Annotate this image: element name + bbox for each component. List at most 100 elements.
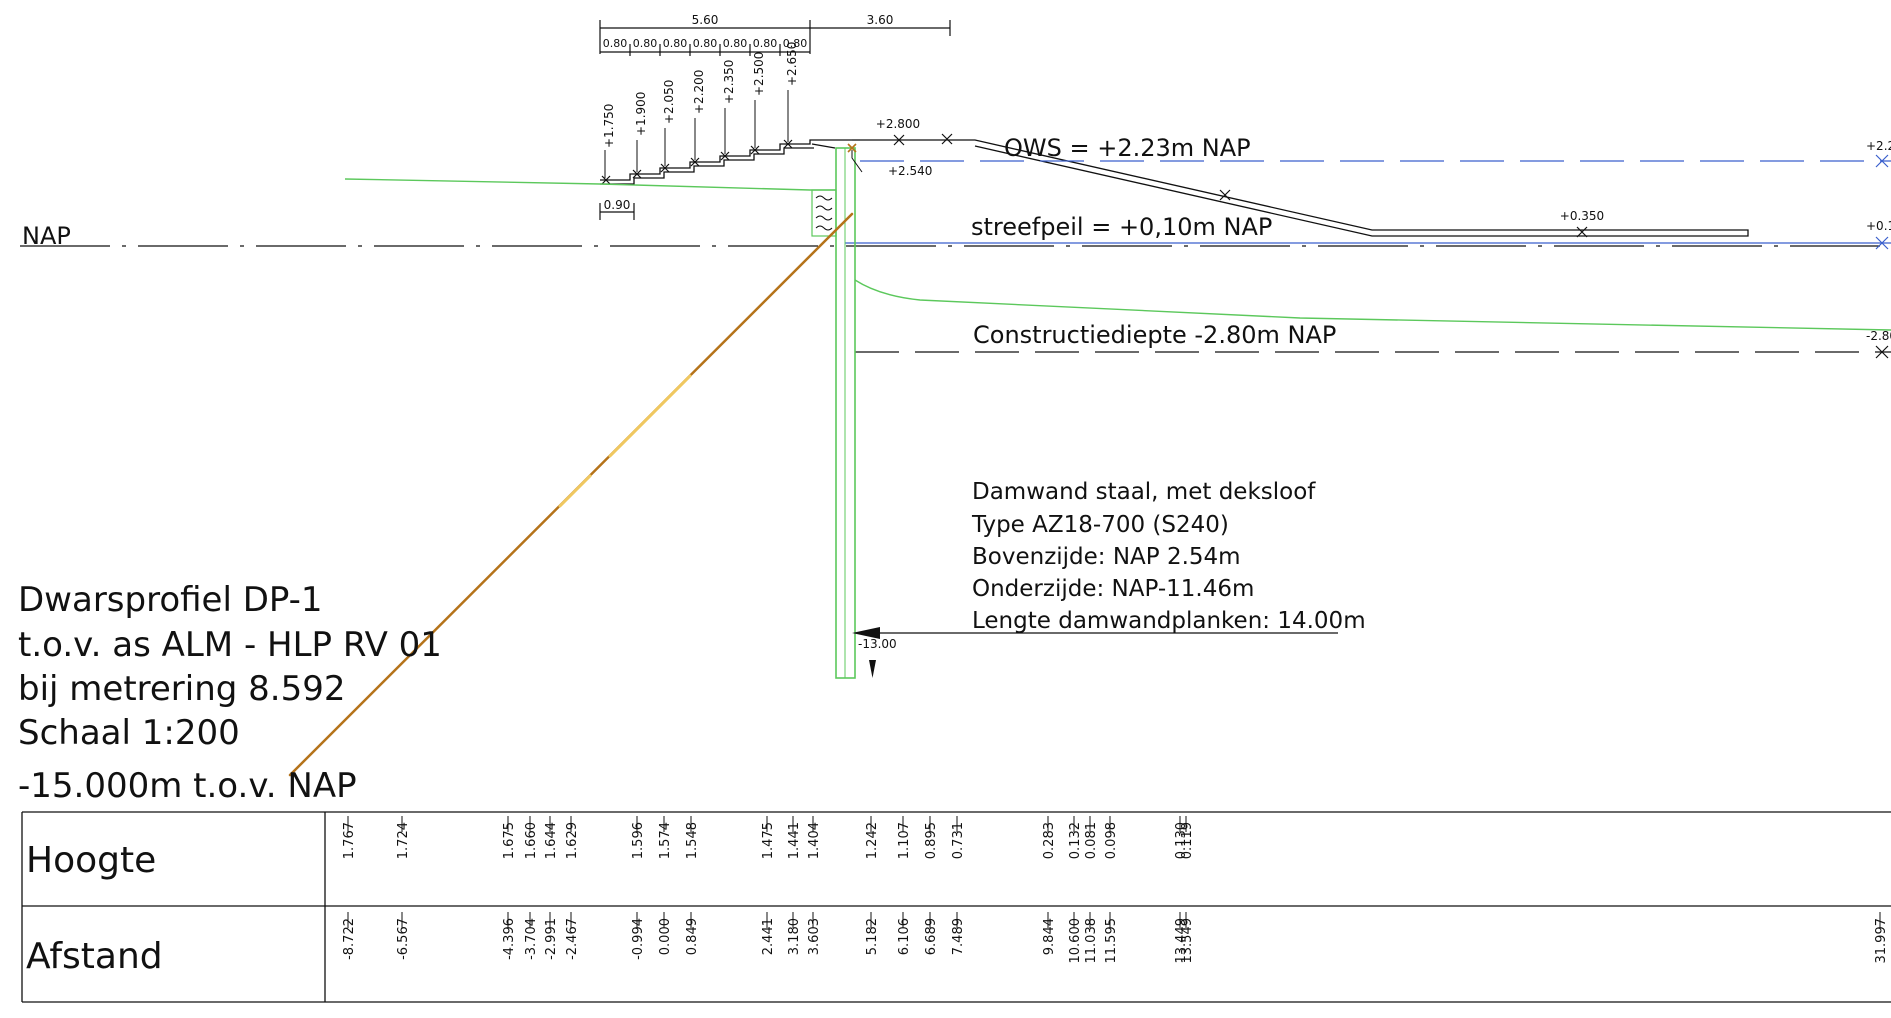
afstand-value: 2.441 (761, 918, 776, 955)
hoogte-value: 1.660 (524, 822, 539, 859)
dim-steps: 0.80 0.80 0.80 0.80 0.80 0.80 0.80 (603, 37, 808, 50)
table-row-label-afstand: Afstand (26, 936, 163, 977)
sheetpile-note: Damwand staal, met deksloof Type AZ18-70… (971, 479, 1366, 634)
afstand-value: 13.549 (1180, 918, 1195, 964)
stair-level-label: +1.750 (602, 104, 616, 148)
dim-step-bottom-label: 0.90 (604, 198, 631, 212)
hoogte-value: 1.574 (658, 822, 673, 859)
dimension-chain (599, 20, 951, 220)
hoogte-value: 1.644 (544, 822, 559, 859)
stair-level-label: +2.650 (785, 42, 799, 86)
streefpeil-label: streefpeil = +0,10m NAP (971, 213, 1272, 241)
stair-level-label: +2.050 (662, 80, 676, 124)
hoogte-value: 1.107 (897, 822, 912, 859)
afstand-value: 3.180 (787, 918, 802, 955)
afstand-value: 10.600 (1068, 918, 1083, 964)
dim-step-label: 0.80 (603, 37, 628, 50)
afstand-value: 6.106 (897, 918, 912, 955)
hoogte-value: 0.130 (1174, 822, 1189, 859)
hoogte-value: 1.596 (631, 822, 646, 859)
title-line: Schaal 1:200 (18, 713, 240, 753)
anchor-rod (288, 212, 854, 777)
afstand-value: -0.994 (631, 918, 646, 960)
ground-line (344, 178, 1891, 331)
title-line: bij metrering 8.592 (18, 669, 346, 709)
afstand-value: 31.997 (1874, 918, 1889, 964)
afstand-value: 0.000 (658, 918, 673, 955)
afstand-value: -2.467 (565, 918, 580, 960)
hoogte-value: 1.724 (396, 822, 411, 859)
title-line: Dwarsprofiel DP-1 (18, 580, 323, 620)
dim-step-label: 0.80 (753, 37, 778, 50)
hoogte-value: 1.441 (787, 822, 802, 859)
dim-step-label: 0.80 (693, 37, 718, 50)
stair-level-label: +2.500 (752, 52, 766, 96)
profile-table (21, 811, 1891, 1003)
hoogte-value: 0.081 (1084, 822, 1099, 859)
hoogte-value: 0.283 (1042, 822, 1057, 859)
dim-right-label: 3.60 (867, 13, 894, 27)
afstand-value: 9.844 (1042, 918, 1057, 955)
right-edge-markers (1875, 154, 1889, 250)
afstand-value: -4.396 (502, 918, 517, 960)
nap-label: NAP (22, 222, 71, 250)
afstand-value: 11.038 (1084, 918, 1099, 964)
afstand-value: -6.567 (396, 918, 411, 960)
afstand-value: 13.449 (1174, 918, 1189, 964)
dim-total-label: 5.60 (692, 13, 719, 27)
hoogte-value: 0.895 (924, 822, 939, 859)
afstand-value: 3.603 (807, 918, 822, 955)
hoogte-value: 0.132 (1068, 822, 1083, 859)
sheetpile-note-line: Onderzijde: NAP-11.46m (972, 576, 1254, 602)
tip-level-label: -13.00 (858, 637, 897, 651)
title-line: t.o.v. as ALM - HLP RV 01 (18, 625, 442, 665)
sheetpile-note-line: Lengte damwandplanken: 14.00m (972, 608, 1366, 634)
afstand-value: 0.849 (685, 918, 700, 955)
hoogte-value: 1.242 (865, 822, 880, 859)
level-sheet-top: +2.540 (888, 164, 932, 178)
dim-step-label: 0.80 (663, 37, 688, 50)
hoogte-value: 0.098 (1104, 822, 1119, 859)
tip-arrow (852, 627, 1338, 678)
level-bank-bottom: +0.350 (1560, 209, 1604, 223)
sheetpile-note-line: Damwand staal, met deksloof (972, 479, 1316, 505)
right-ows-label: +2.23 (1866, 139, 1891, 153)
stair-level-labels: +1.750 +1.900 +2.050 +2.200 +2.350 +2.50… (602, 42, 799, 148)
hoogte-value: 1.404 (807, 822, 822, 859)
datum-label: -15.000m t.o.v. NAP (18, 766, 357, 806)
cross-markers (601, 133, 1588, 238)
hoogte-value: 1.767 (342, 822, 357, 859)
hoogte-value: 0.119 (1180, 822, 1195, 859)
afstand-value: -3.704 (524, 918, 539, 960)
stair-terrace (600, 139, 1749, 237)
afstand-value: 7.489 (951, 918, 966, 955)
dim-step-label: 0.80 (783, 37, 808, 50)
right-edge-marker-constr (1875, 345, 1889, 359)
afstand-value: -2.991 (544, 918, 559, 960)
stair-level-markers (604, 90, 789, 178)
afstand-value: 5.182 (865, 918, 880, 955)
sheet-pile-wall (811, 143, 863, 679)
afstand-value: 6.689 (924, 918, 939, 955)
stair-level-label: +2.350 (722, 60, 736, 104)
right-constr-label: -2.80 (1866, 329, 1891, 343)
afstand-value: -8.722 (342, 918, 357, 960)
hoogte-value: 0.731 (951, 822, 966, 859)
constructiediepte-label: Constructiediepte -2.80m NAP (973, 321, 1336, 349)
afstand-values: -8.722 -6.567 -4.396 -3.704 -2.991 -2.467 -0.9… (342, 912, 1889, 964)
sheetpile-note-line: Type AZ18-700 (S240) (971, 512, 1229, 538)
afstand-value: 11.595 (1104, 918, 1119, 964)
dim-step-label: 0.80 (723, 37, 748, 50)
right-streef-label: +0.10 (1866, 219, 1891, 233)
sheetpile-note-line: Bovenzijde: NAP 2.54m (972, 544, 1241, 570)
hoogte-value: 1.548 (685, 822, 700, 859)
level-top: +2.800 (876, 117, 920, 131)
dim-step-label: 0.80 (633, 37, 658, 50)
hoogte-values: 1.767 1.724 1.675 1.660 1.644 1.629 1.596 1.574… (342, 816, 1195, 859)
stair-level-label: +2.200 (692, 70, 706, 114)
hoogte-value: 1.629 (565, 822, 580, 859)
table-row-label-hoogte: Hoogte (26, 840, 156, 881)
ows-label: OWS = +2.23m NAP (1004, 134, 1251, 162)
title-block: Dwarsprofiel DP-1 t.o.v. as ALM - HLP RV… (18, 580, 442, 753)
